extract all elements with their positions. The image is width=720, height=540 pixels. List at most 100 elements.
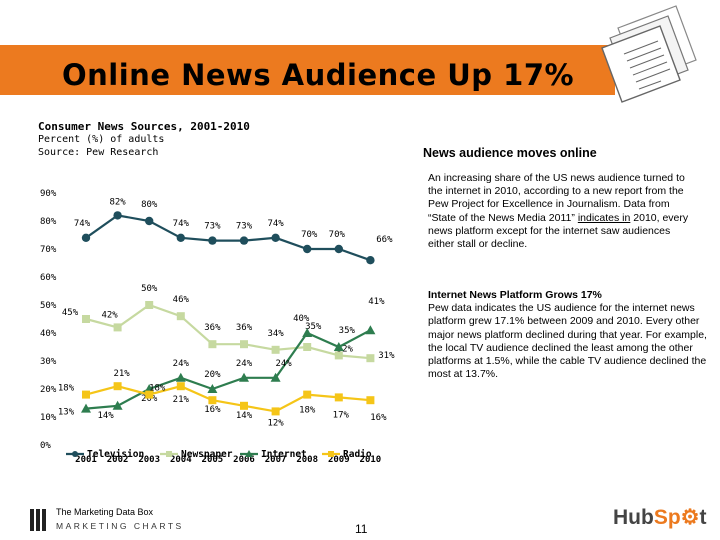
data-label: 50% [141,284,158,294]
brand-part-a: Hub [613,506,654,529]
data-label: 13% [58,408,75,418]
data-point [208,236,217,245]
data-label: 16% [204,405,221,415]
brand-part-c: t [699,506,707,529]
data-point [366,396,375,405]
y-tick-label: 60% [40,273,57,283]
data-label: 36% [236,323,253,333]
data-point [302,328,313,337]
data-point [303,343,312,351]
data-point [175,372,186,382]
legend-marker [328,451,334,457]
y-tick-label: 10% [40,413,57,423]
para2-heading: Internet News Platform Grows 17% [428,289,602,301]
data-point [176,312,185,321]
data-label: 40% [293,314,310,324]
data-point [145,216,154,226]
x-tick-label: 2007 [265,455,287,465]
data-point [208,396,217,405]
indicates-link[interactable]: indicates in [577,211,631,224]
data-point [82,315,90,323]
x-tick-label: 2009 [328,455,350,465]
page-number: 11 [355,522,368,536]
data-point [113,211,122,220]
chart-heading: Consumer News Sources, 2001-2010 Percent… [38,120,250,159]
y-tick-label: 90% [40,189,57,199]
x-tick-label: 2003 [138,455,160,465]
data-point [270,372,281,382]
data-label: 34% [267,329,284,339]
data-point [240,340,248,349]
data-point [176,382,185,391]
data-point [366,256,375,265]
data-label: 12% [267,418,284,428]
hubspot-logo: HubSp⚙t [613,505,707,530]
data-label: 14% [97,411,114,421]
y-tick-label: 50% [40,301,57,311]
legend-label: Internet [261,449,307,460]
legend-marker [166,451,172,457]
data-point [333,342,344,351]
series-line-newspaper [85,303,371,360]
data-label: 73% [236,222,253,232]
data-label: 14% [236,411,253,421]
title-bar [0,45,615,95]
data-label: 41% [368,297,385,307]
x-tick-label: 2001 [75,455,97,465]
data-point [113,323,122,332]
sprocket-icon: ⚙ [680,506,700,529]
para1-text-a: An increasing share of the US news audie… [428,172,685,224]
legend-label: Radio [343,449,372,460]
side-paragraph-1: An increasing share of the US news audie… [428,172,690,251]
x-tick-label: 2006 [233,455,255,465]
data-label: 21% [173,395,190,405]
legend-marker [72,451,78,457]
chart-title: Consumer News Sources, 2001-2010 [38,120,250,133]
legend-label: Newspaper [181,449,233,460]
data-point [271,407,280,416]
para1-text-b: 2010, every news platform except for the… [428,211,689,251]
data-point [334,351,343,360]
y-tick-label: 20% [40,385,57,395]
y-tick-label: 0% [40,441,51,451]
data-point [303,390,312,399]
data-point [240,401,248,410]
data-label: 16% [370,413,387,423]
data-label: 24% [275,359,292,369]
data-point [239,372,249,382]
data-label: 20% [141,394,158,404]
data-label: 24% [173,359,190,369]
source-logo: The Marketing Data Box MARKETING CHARTS [30,507,181,535]
data-label: 18% [58,384,75,394]
data-point [365,325,376,335]
bars-icon [30,509,50,531]
data-label: 66% [376,235,393,245]
y-tick-label: 40% [40,329,57,339]
data-label: 21% [113,369,130,379]
side-paragraph-2: Internet News Platform Grows 17% Pew dat… [428,289,713,381]
data-label: 82% [109,197,126,207]
series-line-internet [85,329,371,410]
data-label: 32% [337,344,354,354]
data-label: 42% [101,310,118,320]
chart-source: Source: Pew Research [38,147,159,158]
data-point [271,233,280,242]
data-point [208,340,217,349]
y-tick-label: 70% [40,245,57,255]
data-label: 35% [339,326,356,336]
y-tick-label: 80% [40,217,57,227]
data-label: 74% [173,219,190,229]
documents-icon [601,5,697,103]
data-point [207,384,218,393]
x-tick-label: 2005 [202,455,224,465]
data-label: 18% [149,384,166,394]
data-label: 70% [329,230,346,240]
data-point [145,390,154,399]
data-point [112,400,123,410]
x-tick-label: 2004 [170,455,192,465]
source-subtitle: MARKETING CHARTS [56,521,184,531]
series-line-television [85,214,371,262]
data-point [81,403,91,413]
x-tick-label: 2008 [296,455,318,465]
x-tick-label: 2010 [360,455,382,465]
